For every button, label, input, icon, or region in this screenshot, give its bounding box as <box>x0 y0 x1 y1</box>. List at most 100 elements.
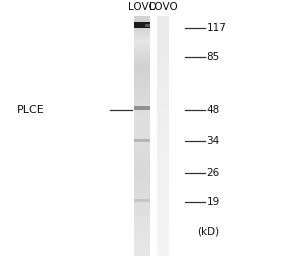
Bar <box>134 160 150 162</box>
Bar <box>157 242 169 244</box>
Bar <box>157 154 169 156</box>
Bar <box>134 88 150 90</box>
Bar <box>134 78 150 80</box>
Bar <box>134 172 150 174</box>
Bar <box>134 128 150 130</box>
Bar <box>134 48 150 50</box>
Text: 48: 48 <box>207 105 220 115</box>
Bar <box>157 196 169 198</box>
Bar <box>134 22 150 24</box>
Bar <box>134 156 150 158</box>
Bar <box>134 226 150 228</box>
Bar <box>157 214 169 216</box>
Bar <box>134 36 150 38</box>
Bar <box>157 16 169 256</box>
Bar <box>157 172 169 174</box>
Bar <box>134 50 150 52</box>
Bar <box>157 76 169 78</box>
Bar <box>134 244 150 246</box>
Bar <box>134 34 150 36</box>
Bar <box>157 58 169 60</box>
Bar <box>157 168 169 170</box>
Bar <box>157 26 169 28</box>
Bar <box>134 168 150 170</box>
Bar <box>134 188 150 190</box>
Bar <box>134 132 150 134</box>
Bar <box>157 54 169 56</box>
Bar <box>157 246 169 248</box>
Text: PLCE: PLCE <box>17 105 45 115</box>
Bar <box>157 96 169 98</box>
Bar <box>157 182 169 184</box>
Bar <box>134 130 150 132</box>
Bar <box>157 90 169 92</box>
Bar <box>157 116 169 118</box>
Bar <box>157 174 169 176</box>
Bar <box>134 216 150 218</box>
Bar <box>157 118 169 120</box>
Bar <box>157 102 169 104</box>
Text: (kD): (kD) <box>197 226 219 236</box>
Bar <box>157 180 169 182</box>
Text: LOVO: LOVO <box>149 2 177 12</box>
Bar <box>134 150 150 152</box>
Bar <box>134 208 150 210</box>
Bar <box>134 114 150 116</box>
Bar <box>134 74 150 76</box>
Bar <box>134 94 150 96</box>
Bar <box>157 236 169 238</box>
Bar <box>134 230 150 232</box>
Bar <box>134 248 150 250</box>
Bar <box>134 200 150 202</box>
Bar <box>157 48 169 50</box>
Bar <box>157 170 169 172</box>
Bar <box>157 184 169 186</box>
Bar <box>157 132 169 134</box>
Bar <box>157 36 169 38</box>
Bar <box>134 210 150 212</box>
Bar <box>157 112 169 114</box>
Bar <box>134 120 150 122</box>
Bar <box>134 192 150 194</box>
Bar <box>134 142 150 144</box>
Bar <box>157 228 169 230</box>
Bar <box>134 102 150 104</box>
Bar <box>157 190 169 192</box>
Bar <box>134 186 150 188</box>
Bar <box>157 158 169 160</box>
Bar <box>157 120 169 122</box>
Bar <box>157 18 169 20</box>
Bar <box>157 138 169 140</box>
Bar <box>134 116 150 118</box>
Bar <box>134 18 150 20</box>
Bar <box>157 56 169 58</box>
Bar <box>134 246 150 248</box>
Bar <box>134 72 150 74</box>
Bar <box>134 158 150 160</box>
Bar <box>134 194 150 196</box>
Bar <box>157 40 169 42</box>
Bar <box>157 100 169 102</box>
Bar <box>134 108 150 110</box>
Bar <box>157 50 169 52</box>
Bar <box>134 58 150 60</box>
Bar <box>134 199 150 202</box>
Bar <box>157 254 169 256</box>
Bar <box>134 60 150 62</box>
Bar <box>134 92 150 94</box>
Bar <box>157 16 169 18</box>
Bar <box>157 28 169 30</box>
Bar <box>157 164 169 166</box>
Bar <box>134 62 150 64</box>
Bar <box>134 110 150 112</box>
Bar <box>157 64 169 66</box>
Bar <box>134 212 150 214</box>
Bar <box>157 230 169 232</box>
Bar <box>157 240 169 242</box>
Bar <box>157 212 169 214</box>
Bar <box>134 28 150 30</box>
Bar <box>157 74 169 76</box>
Bar <box>134 76 150 78</box>
Bar <box>157 234 169 236</box>
Bar <box>134 190 150 192</box>
